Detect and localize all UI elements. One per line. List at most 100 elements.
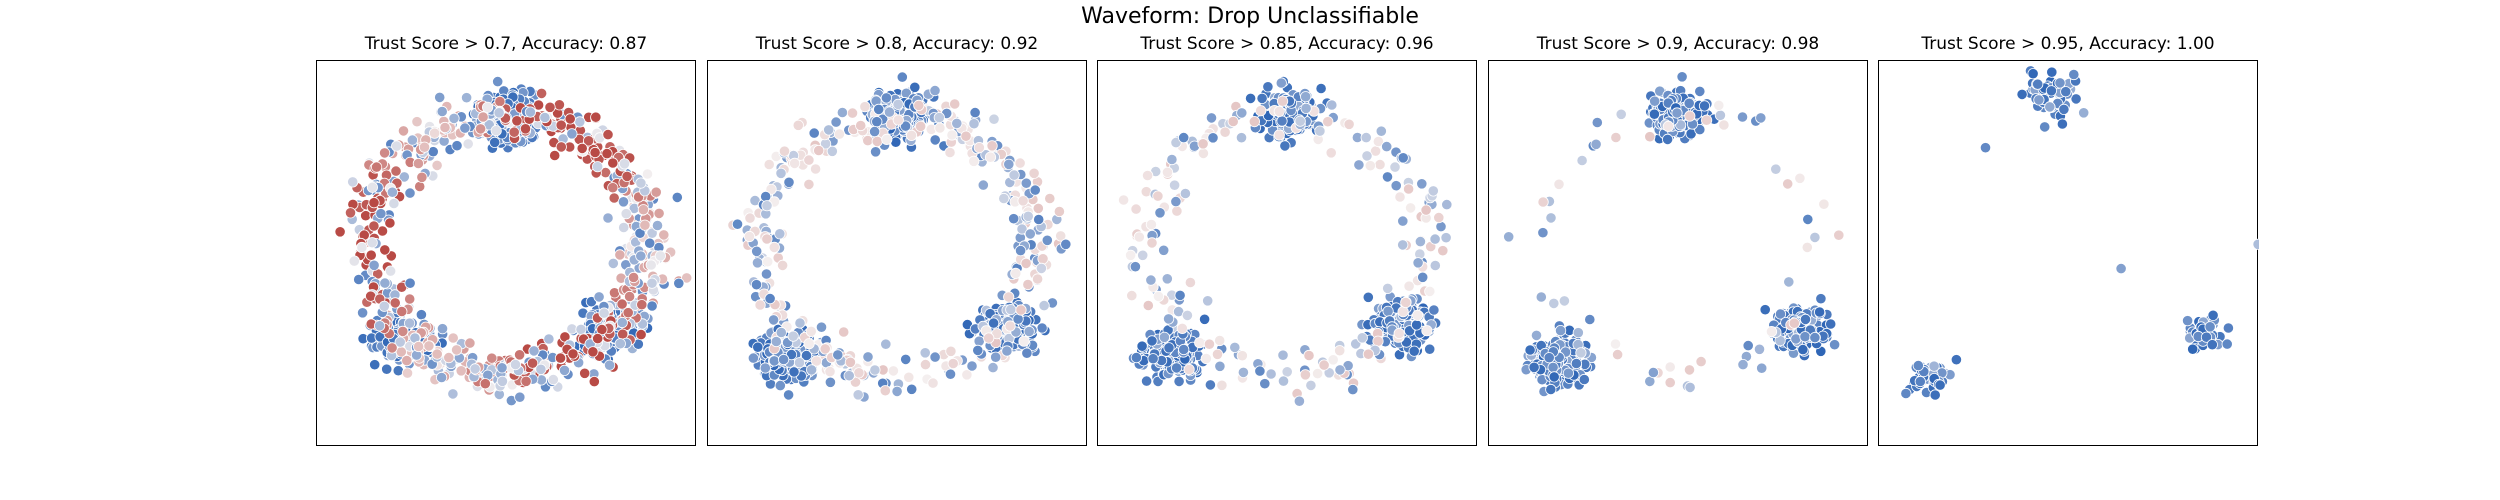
data-point xyxy=(618,158,631,170)
data-point xyxy=(555,141,567,153)
data-point xyxy=(1273,105,1285,118)
data-point xyxy=(620,208,632,220)
data-point xyxy=(414,180,426,193)
data-point xyxy=(1038,300,1050,312)
data-point xyxy=(519,123,532,135)
data-point xyxy=(1265,368,1277,380)
data-point xyxy=(1299,369,1311,381)
data-point xyxy=(1695,355,1707,368)
data-point xyxy=(873,103,885,116)
data-point xyxy=(1204,379,1217,391)
data-point xyxy=(1809,331,1821,344)
data-point xyxy=(575,323,587,335)
data-point xyxy=(1029,184,1041,196)
data-point xyxy=(1615,108,1627,120)
data-point xyxy=(1524,344,1536,356)
data-point xyxy=(641,168,654,180)
data-point xyxy=(369,359,381,371)
data-point xyxy=(944,146,956,159)
data-point xyxy=(1934,379,1946,391)
data-point xyxy=(347,176,359,188)
data-point xyxy=(880,338,892,350)
data-point xyxy=(853,367,865,379)
data-point xyxy=(929,351,941,363)
data-point xyxy=(416,171,428,183)
data-point xyxy=(415,309,428,321)
data-point xyxy=(1018,335,1030,347)
data-point xyxy=(1281,366,1293,378)
data-point xyxy=(2016,88,2028,101)
data-point xyxy=(800,349,813,362)
data-point xyxy=(1390,180,1402,192)
data-point xyxy=(793,357,806,369)
data-point xyxy=(1698,100,1711,112)
data-point xyxy=(1374,159,1386,171)
data-point xyxy=(1326,99,1338,111)
data-point xyxy=(386,342,398,354)
data-point xyxy=(356,307,369,319)
data-point xyxy=(1118,194,1130,206)
data-point xyxy=(1032,202,1044,214)
data-point xyxy=(543,333,555,345)
data-point xyxy=(601,148,613,160)
data-point xyxy=(761,200,773,212)
data-point xyxy=(2204,321,2216,333)
data-point xyxy=(418,141,431,153)
data-point xyxy=(1537,227,1549,239)
data-point xyxy=(1021,347,1033,359)
data-point xyxy=(1609,338,1622,350)
data-point xyxy=(905,129,918,142)
data-point xyxy=(1169,179,1181,191)
data-point xyxy=(1003,291,1015,303)
data-point xyxy=(2181,315,2194,327)
data-point xyxy=(1014,245,1027,257)
data-point xyxy=(972,344,984,356)
data-point xyxy=(1576,154,1588,167)
data-point xyxy=(636,299,648,311)
data-point xyxy=(1178,343,1190,356)
data-point xyxy=(353,273,365,286)
data-point xyxy=(1170,196,1182,208)
data-point xyxy=(929,85,941,97)
data-point xyxy=(1683,364,1696,376)
data-point xyxy=(1161,273,1173,285)
data-point xyxy=(1416,178,1428,190)
data-point xyxy=(1194,337,1206,349)
data-point xyxy=(469,363,481,375)
data-point xyxy=(1375,125,1387,137)
data-point xyxy=(431,159,443,172)
data-point xyxy=(846,107,859,119)
data-point xyxy=(933,111,945,124)
data-point xyxy=(1429,259,1441,272)
data-point xyxy=(2252,238,2259,250)
data-point xyxy=(451,140,463,152)
data-point xyxy=(1273,129,1285,141)
data-point xyxy=(1140,375,1153,387)
data-point xyxy=(447,332,459,344)
data-point xyxy=(1136,340,1148,352)
data-point xyxy=(879,385,891,397)
data-point xyxy=(1403,280,1415,292)
data-point xyxy=(388,197,400,210)
data-point xyxy=(1799,331,1811,343)
data-point xyxy=(1003,158,1015,170)
data-point xyxy=(1801,241,1813,253)
data-point xyxy=(1914,375,1926,388)
data-point xyxy=(602,212,614,224)
data-point xyxy=(1300,91,1312,103)
data-point xyxy=(1147,353,1159,365)
data-point xyxy=(1424,285,1436,297)
data-point xyxy=(1262,81,1274,93)
data-point xyxy=(1236,350,1248,362)
data-point xyxy=(1790,333,1802,345)
data-point xyxy=(413,340,425,353)
data-point xyxy=(743,230,756,243)
data-point xyxy=(1802,213,1814,225)
data-point xyxy=(1736,111,1749,123)
data-point xyxy=(862,135,874,147)
data-point xyxy=(1404,202,1417,214)
data-point xyxy=(871,135,883,148)
data-point xyxy=(788,366,800,378)
data-point xyxy=(1900,387,1912,400)
data-point xyxy=(1797,343,1809,356)
